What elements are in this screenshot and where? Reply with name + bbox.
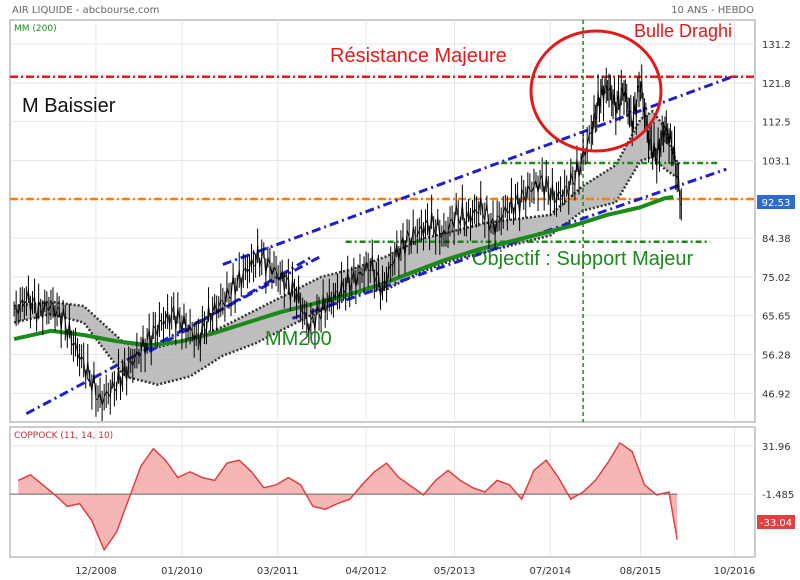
price-y-tick-label: 84.38	[762, 234, 791, 245]
last-coppock-label: -33.04	[760, 518, 792, 529]
x-tick-label: 10/2016	[714, 566, 756, 577]
x-tick-label: 07/2014	[530, 566, 572, 577]
chart-timeframe: 10 ANS - HEBDO	[671, 5, 754, 16]
price-plot	[10, 20, 755, 422]
x-tick-label: 05/2013	[434, 566, 476, 577]
coppock-area	[18, 442, 678, 550]
channel-1-upper	[148, 254, 314, 353]
resistance-annotation: Résistance Majeure	[330, 45, 507, 67]
price-badge: 92.53	[757, 195, 795, 209]
cloud-lower-line	[13, 155, 678, 386]
price-line	[13, 81, 682, 406]
cloud-upper-line	[13, 109, 679, 349]
ma-legend: MM (200)	[14, 24, 57, 34]
coppock-y-tick-label: 31.96	[762, 442, 791, 453]
x-tick-label: 12/2008	[75, 566, 117, 577]
coppock-y-tick-label: -1.485	[762, 490, 794, 501]
ma200-line	[13, 195, 674, 348]
chart-source-title: AIR LIQUIDE - abcbourse.com	[12, 5, 159, 16]
channel-2-lower	[291, 167, 727, 320]
price-y-tick-label: 75.02	[762, 273, 791, 284]
x-tick-label: 01/2010	[161, 566, 203, 577]
price-y-tick-label: 112.5	[762, 118, 791, 129]
price-y-tick-label: 103.1	[762, 156, 791, 167]
price-y-tick-label: 56.28	[762, 351, 791, 362]
axes: 131.2121.8112.5103.193.7584.3875.0265.65…	[75, 40, 794, 577]
x-tick-label: 03/2011	[257, 566, 299, 577]
x-tick-label: 04/2012	[345, 566, 387, 577]
ma200-annotation: MM200	[265, 328, 332, 350]
price-y-tick-label: 46.92	[762, 389, 791, 400]
price-y-tick-label: 121.8	[762, 79, 791, 90]
bubble-annotation: Bulle Draghi	[634, 21, 732, 41]
objective-annotation: Objectif : Support Majeur	[472, 248, 694, 270]
coppock-line	[17, 441, 678, 552]
price-y-tick-label: 131.2	[762, 40, 791, 51]
trend-annotation: M Baissier	[22, 95, 116, 117]
price-y-tick-label: 65.65	[762, 312, 791, 323]
channel-2-upper	[222, 74, 736, 266]
x-tick-label: 08/2015	[620, 566, 662, 577]
coppock-legend: COPPOCK (11, 14, 10)	[14, 431, 113, 441]
bubble-circle	[529, 29, 663, 153]
last-price-label: 92.53	[762, 198, 791, 209]
coppock-badge: -33.04	[757, 515, 795, 529]
coppock-plot	[10, 441, 678, 552]
